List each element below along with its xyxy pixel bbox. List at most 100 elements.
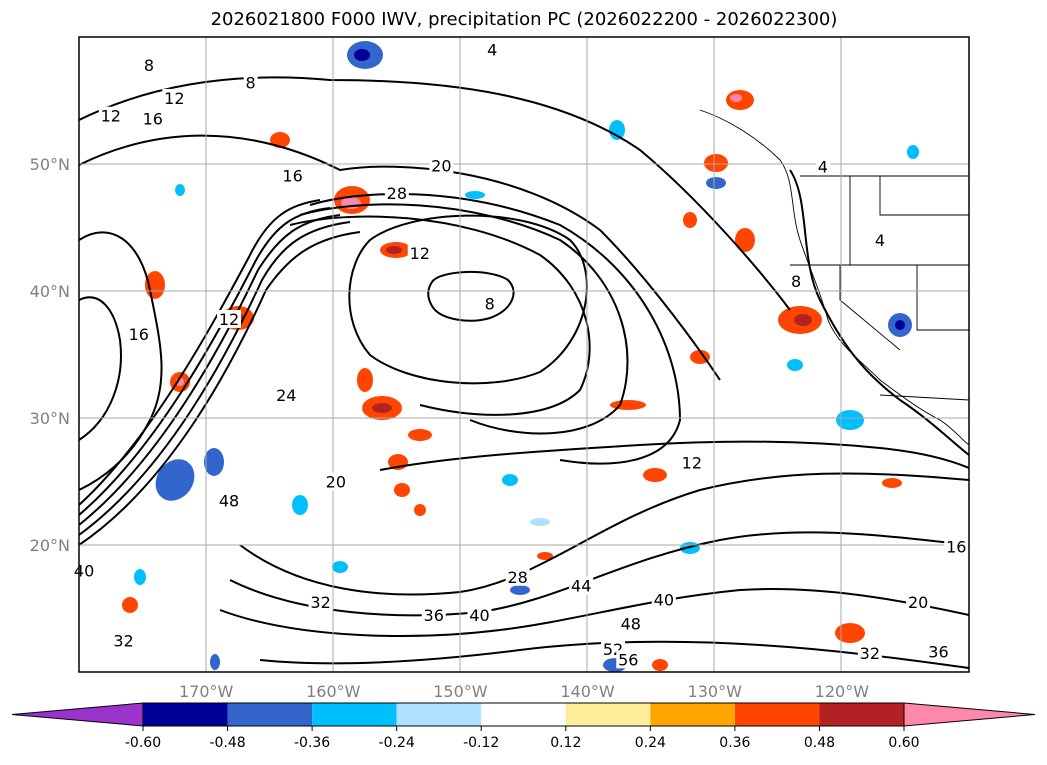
contour-label-halo bbox=[616, 650, 641, 669]
colorbar: -0.60 -0.48 -0.36 -0.24 -0.12 0.12 0.24 0.36 0.4… bbox=[11, 702, 1036, 751]
contour-label-halo bbox=[429, 156, 454, 175]
patch-negative-5 bbox=[836, 410, 864, 430]
contour-line-swirl-5 bbox=[289, 215, 591, 416]
contour-label: 8 bbox=[144, 56, 154, 75]
colorbar-swatch bbox=[227, 703, 313, 726]
colorbar-swatch bbox=[312, 703, 397, 726]
patch-positive-23 bbox=[882, 478, 902, 488]
colorbar-tick-label: -0.36 bbox=[294, 735, 330, 751]
patch-negative-15 bbox=[210, 654, 220, 670]
patch-negative-20 bbox=[510, 585, 530, 595]
contour-label: 4 bbox=[875, 231, 885, 250]
contour-label: 32 bbox=[310, 593, 330, 612]
contour-label: 4 bbox=[487, 41, 497, 60]
contour-label: 28 bbox=[387, 184, 407, 203]
contour-label-halo bbox=[323, 472, 348, 491]
contour-label: 36 bbox=[928, 643, 948, 662]
contour-label-halo bbox=[384, 184, 409, 203]
contour-label-halo bbox=[467, 605, 492, 624]
y-tick-label: 30°N bbox=[30, 409, 70, 428]
contour-label-halo bbox=[72, 561, 97, 580]
map-gridlines bbox=[79, 37, 969, 672]
patch-positive-4 bbox=[380, 242, 412, 258]
contour-label-halo bbox=[651, 590, 676, 609]
contour-label: 8 bbox=[791, 272, 801, 291]
contour-label: 20 bbox=[431, 156, 451, 175]
y-tick-label: 20°N bbox=[30, 536, 70, 555]
colorbar-tick-label: -0.12 bbox=[463, 735, 499, 751]
patch-positive-3 bbox=[362, 396, 402, 420]
contour-line-west-2 bbox=[79, 296, 122, 441]
y-tick-label: 40°N bbox=[30, 282, 70, 301]
patch-positive-6 bbox=[778, 306, 822, 334]
contour-line-coast bbox=[789, 169, 969, 456]
contour-label: 20 bbox=[326, 473, 346, 492]
contour-line-west-1 bbox=[79, 231, 163, 491]
patch-positive-18 bbox=[408, 429, 432, 441]
contour-label: 16 bbox=[129, 325, 149, 344]
colorbar-swatch bbox=[819, 703, 904, 726]
contour-label: 32 bbox=[113, 631, 133, 650]
colorbar-tick-label: -0.48 bbox=[209, 735, 245, 751]
patch-positive-11 bbox=[704, 154, 728, 172]
contour-line-swirl-4 bbox=[299, 203, 629, 435]
patch-positive-12 bbox=[735, 228, 755, 252]
contour-line-jet-3 bbox=[79, 214, 341, 526]
colorbar-swatch bbox=[565, 703, 651, 726]
contour-label-halo bbox=[407, 243, 432, 262]
colorbar-tick-label: 0.24 bbox=[635, 735, 666, 751]
contour-line-jet-5 bbox=[79, 231, 361, 546]
patch-negative-1 bbox=[347, 41, 383, 69]
contour-label: 8 bbox=[246, 74, 256, 93]
colorbar-frame bbox=[142, 702, 905, 727]
patch-positive-1 bbox=[334, 186, 370, 214]
contour-label-halo bbox=[98, 106, 123, 125]
patch-positive-13 bbox=[690, 350, 710, 364]
patch-negative-8 bbox=[706, 177, 726, 189]
x-tick-label: 150°W bbox=[433, 682, 488, 701]
contour-label: 20 bbox=[908, 593, 928, 612]
patch-negative-19 bbox=[175, 184, 185, 196]
patch-negative-2 bbox=[888, 313, 912, 337]
patch-positive-24 bbox=[122, 597, 138, 613]
patch-negative-4 bbox=[204, 448, 224, 476]
contour-label-halo bbox=[274, 386, 299, 405]
contour-label-halo bbox=[243, 73, 258, 92]
contour-label: 16 bbox=[282, 166, 302, 185]
contour-label-halo bbox=[873, 231, 887, 250]
contour-label-halo bbox=[789, 271, 804, 290]
map-background bbox=[79, 37, 969, 672]
contour-label-halo bbox=[280, 166, 305, 185]
colorbar-extend-low bbox=[11, 702, 144, 727]
border-state-4 bbox=[916, 265, 969, 331]
contour-label-halo bbox=[111, 631, 136, 650]
colorbar-tick-label: 0.36 bbox=[719, 735, 750, 751]
contour-label: 12 bbox=[410, 244, 430, 263]
patch-positive-5 bbox=[726, 90, 754, 110]
x-tick-label: 170°W bbox=[179, 682, 234, 701]
border-state-5 bbox=[879, 176, 969, 216]
patch-negative-7 bbox=[465, 191, 485, 199]
colorbar-tick-label: 0.60 bbox=[888, 735, 919, 751]
contour-label: 4 bbox=[818, 158, 828, 177]
patch-negative-14 bbox=[134, 569, 146, 585]
contour-label-halo bbox=[126, 325, 151, 344]
contour-label: 12 bbox=[101, 107, 121, 126]
y-axis-tick-labels: 20°N 30°N 40°N 50°N bbox=[30, 155, 70, 555]
colorbar-swatch bbox=[734, 703, 820, 726]
contour-label-halo bbox=[485, 40, 500, 59]
patch-negative-17 bbox=[292, 495, 308, 515]
patch-positive-15 bbox=[643, 468, 667, 482]
contour-line-closed-low-inner bbox=[427, 271, 515, 322]
patch-positive-21 bbox=[683, 212, 697, 228]
contour-line-lower-3 bbox=[219, 588, 969, 637]
contour-label-halo bbox=[815, 157, 830, 176]
patch-positive-17 bbox=[394, 483, 410, 497]
contour-label-halo bbox=[618, 614, 643, 633]
contour-label-halo bbox=[679, 453, 704, 472]
contour-label: 48 bbox=[219, 492, 239, 511]
patch-negative-18 bbox=[907, 145, 919, 159]
colorbar-extend-high bbox=[903, 702, 1036, 727]
x-tick-label: 140°W bbox=[560, 682, 615, 701]
patch-positive-19 bbox=[357, 368, 373, 392]
